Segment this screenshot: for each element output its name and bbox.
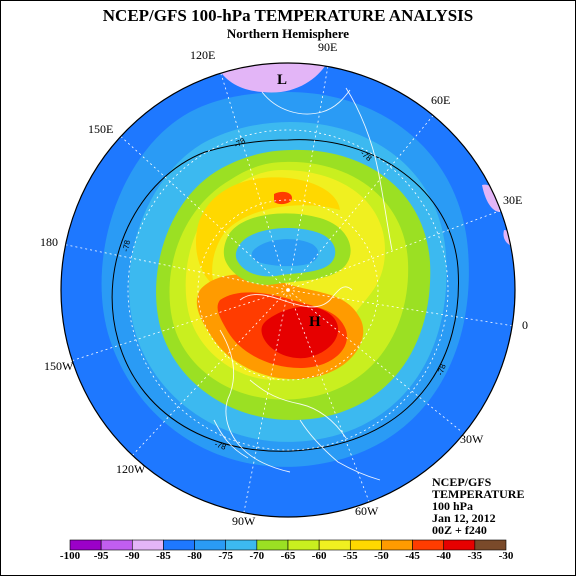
colorbar-swatch <box>69 539 102 551</box>
colorbar-tick-label: -65 <box>280 550 296 562</box>
info-line: Jan 12, 2012 <box>432 511 496 525</box>
contour-label: -78 <box>213 439 227 452</box>
info-line: TEMPERATURE <box>432 487 525 501</box>
lon-label-120w: 120W <box>116 462 146 476</box>
lon-label-90e: 90E <box>318 40 338 54</box>
lon-label-150w: 150W <box>44 359 74 373</box>
colorbar-tick-label: -55 <box>342 550 358 562</box>
lon-label-150e: 150E <box>88 122 114 136</box>
small-warm-spot <box>274 191 292 205</box>
contour-label: -78 <box>121 239 132 252</box>
colorbar-swatch <box>443 539 476 551</box>
colorbar-tick-label: -85 <box>156 550 171 562</box>
colorbar-swatch <box>287 539 320 551</box>
lon-label-30e: 30E <box>503 193 523 207</box>
cold-pool-right <box>482 184 501 212</box>
colorbar-tick-label: -50 <box>374 550 389 562</box>
colorbar-swatch <box>163 539 195 551</box>
colorbar-swatch <box>474 539 507 551</box>
colorbar-swatch <box>412 539 445 551</box>
contour-minus-78 <box>111 139 459 452</box>
lon-label-120e: 120E <box>190 48 216 62</box>
colorbar-swatch <box>318 539 351 551</box>
cold-pool-top <box>210 63 330 93</box>
graticule <box>61 63 515 513</box>
colorbar-swatch <box>131 539 164 551</box>
colorbar-tick-label: -30 <box>498 550 514 562</box>
lon-label-0: 0 <box>522 318 528 332</box>
colorbar-tick-label: -45 <box>405 550 420 562</box>
band-minus-35 <box>261 306 339 359</box>
colorbar-tick-label: -40 <box>436 550 452 562</box>
colorbar-tick-label: -70 <box>249 550 265 562</box>
info-line: 100 hPa <box>432 499 474 513</box>
coastlines <box>213 87 393 481</box>
colorbar-swatch <box>381 539 413 551</box>
info-line: 00Z + f240 <box>432 523 487 537</box>
info-block: NCEP/GFS TEMPERATURE 100 hPa Jan 12, 201… <box>432 476 524 536</box>
colorbar-tick-label: -90 <box>124 550 140 562</box>
info-line: NCEP/GFS <box>432 475 492 489</box>
cold-core-inner <box>251 239 319 267</box>
lon-label-60w: 60W <box>355 504 379 518</box>
colorbar-swatch <box>349 539 382 551</box>
colorbar-tick-label: -60 <box>311 550 327 562</box>
low-pressure-label: L <box>277 72 287 88</box>
map-title: NCEP/GFS 100-hPa TEMPERATURE ANALYSIS <box>102 6 474 25</box>
colorbar-tick-label: -35 <box>467 550 483 562</box>
lon-label-60e: 60E <box>431 93 451 107</box>
colorbar-swatch <box>225 539 258 551</box>
contour-label-group: -78 -78 -78 -78 -78 <box>121 136 448 452</box>
map-boundary <box>60 62 516 518</box>
colorbar-tick-label: -80 <box>187 550 202 562</box>
lon-label-180: 180 <box>40 235 58 249</box>
lon-label-90w: 90W <box>232 514 256 528</box>
map-subtitle: Northern Hemisphere <box>226 26 350 41</box>
colorbar-swatch <box>256 539 289 551</box>
contour-label: -78 <box>435 362 448 376</box>
colorbar-swatch <box>194 539 227 551</box>
high-pressure-label: H <box>309 314 321 330</box>
band-minus-50 <box>195 177 340 285</box>
colorbar-tick-label: -75 <box>218 550 234 562</box>
colorbar-tick-label: -95 <box>93 550 109 562</box>
lon-label-30w: 30W <box>460 432 484 446</box>
colorbar-swatch <box>100 539 133 551</box>
colorbar-tick-label: -100 <box>59 550 81 562</box>
